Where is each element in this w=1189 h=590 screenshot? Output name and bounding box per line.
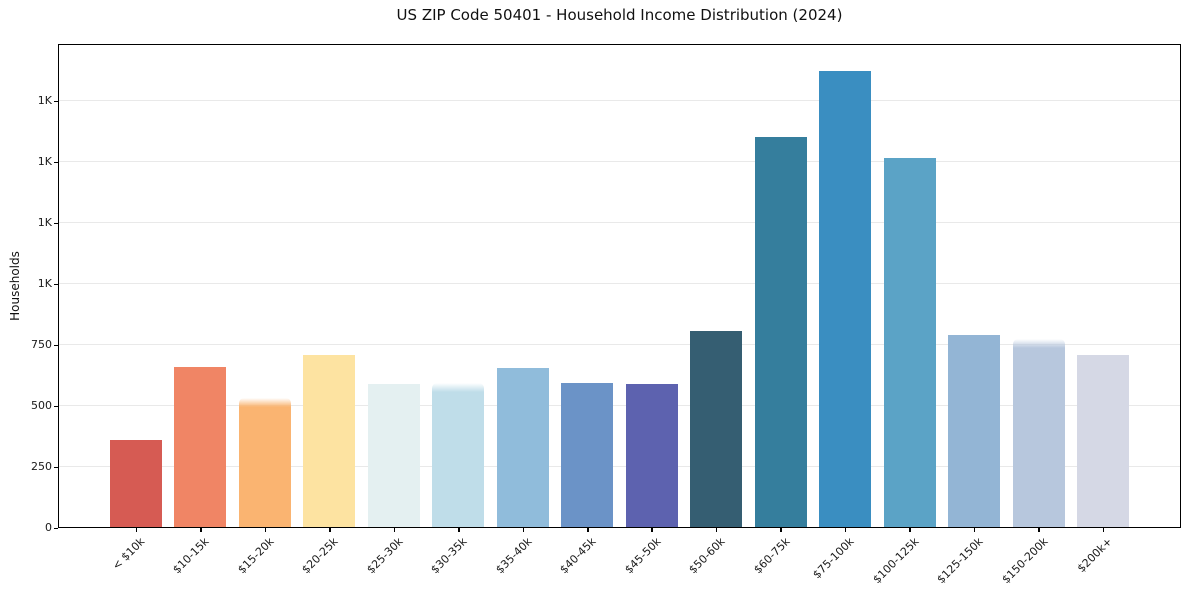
y-tick-mark	[54, 222, 58, 224]
x-tick-mark	[973, 528, 976, 532]
x-tick-mark	[329, 528, 331, 532]
y-tick-label: 750	[31, 337, 52, 351]
bar	[367, 384, 420, 527]
y-tick-mark	[54, 527, 58, 529]
gridline	[59, 405, 1180, 406]
bar	[238, 398, 291, 527]
chart-title: US ZIP Code 50401 - Household Income Dis…	[396, 6, 843, 24]
y-tick-mark	[54, 405, 58, 407]
bar	[432, 383, 485, 527]
x-tick-mark	[587, 528, 589, 532]
bar	[303, 354, 356, 527]
bar	[819, 70, 872, 527]
x-tick-mark	[844, 528, 847, 532]
gridline	[59, 100, 1180, 101]
y-tick-mark	[54, 344, 58, 346]
bar	[496, 368, 549, 527]
bar	[625, 384, 678, 527]
bar	[561, 383, 614, 527]
y-tick-label: 1K	[37, 93, 52, 107]
gridline	[59, 283, 1180, 284]
y-tick-mark	[54, 466, 58, 468]
x-tick-mark	[715, 528, 718, 532]
y-tick-mark	[54, 100, 58, 102]
bar	[174, 367, 227, 527]
y-tick-mark	[54, 161, 58, 163]
bar	[754, 136, 807, 527]
x-tick-mark	[264, 528, 266, 532]
x-tick-mark	[200, 528, 202, 532]
x-tick-mark	[458, 528, 460, 532]
x-tick-mark	[1038, 528, 1040, 532]
bar	[1077, 354, 1130, 527]
y-tick-label: 250	[31, 459, 52, 473]
y-tick-label: 1K	[37, 154, 52, 168]
x-tick-mark	[651, 528, 653, 532]
bar	[1012, 339, 1065, 527]
x-tick-mark	[909, 528, 911, 532]
gridline	[59, 161, 1180, 162]
y-tick-label: 0	[45, 520, 52, 534]
bar	[883, 158, 936, 527]
gridline	[59, 466, 1180, 467]
bar	[109, 439, 162, 527]
x-tick-mark	[780, 528, 782, 532]
x-tick-mark	[522, 528, 524, 532]
bar	[948, 335, 1001, 527]
x-tick-mark	[393, 528, 395, 532]
gridline	[59, 344, 1180, 345]
y-tick-label: 1K	[37, 215, 52, 229]
gridline	[59, 222, 1180, 223]
y-tick-label: 500	[31, 398, 52, 412]
y-tick-mark	[54, 283, 58, 285]
y-tick-label: 1K	[37, 276, 52, 290]
x-tick-mark	[1102, 528, 1105, 532]
bar	[690, 330, 743, 527]
x-tick-mark	[135, 528, 137, 532]
plot-area	[58, 44, 1181, 528]
